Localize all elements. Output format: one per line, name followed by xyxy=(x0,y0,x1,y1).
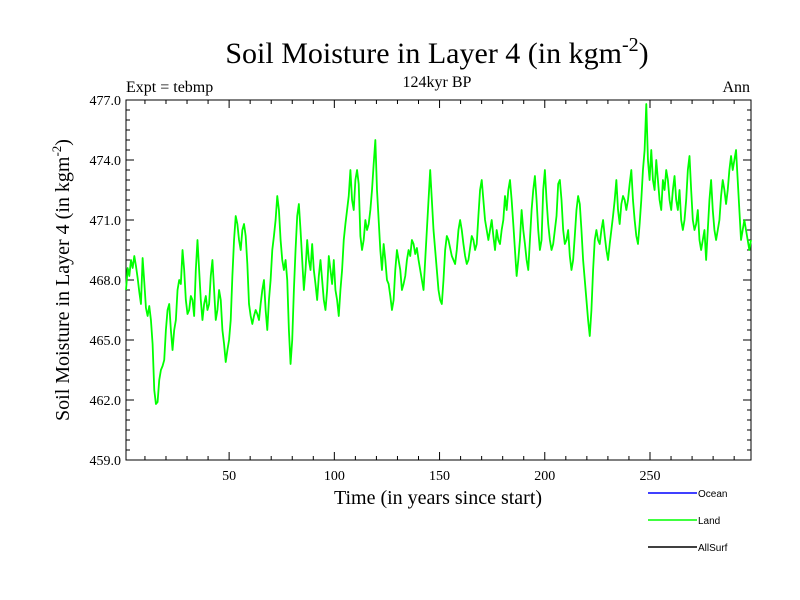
x-axis-label: Time (in years since start) xyxy=(334,487,542,509)
y-tick-label: 459.0 xyxy=(90,454,122,469)
x-tick-label: 150 xyxy=(429,469,450,484)
legend-label-ocean: Ocean xyxy=(698,489,727,500)
chart-title: Soil Moisture in Layer 4 (in kgm-2) xyxy=(225,34,648,70)
season-label: Ann xyxy=(722,79,750,96)
x-tick-label: 100 xyxy=(324,469,345,484)
y-tick-label: 471.0 xyxy=(90,214,122,229)
x-tick-label: 50 xyxy=(222,469,236,484)
legend-label-allsurf: AllSurf xyxy=(698,543,728,554)
x-tick-label: 200 xyxy=(534,469,555,484)
y-axis-ticks: 459.0 462.0 465.0 468.0 471.0 474.0 477.0 xyxy=(90,94,751,469)
y-tick-label: 465.0 xyxy=(90,334,122,349)
y-tick-label: 474.0 xyxy=(90,154,122,169)
x-axis-ticks: 50 100 150 200 250 xyxy=(144,100,735,484)
y-axis-label: Soil Moisture in Layer 4 (in kgm-2) xyxy=(49,139,74,421)
y-tick-label: 477.0 xyxy=(90,94,122,109)
series-line-land xyxy=(125,103,752,405)
experiment-label: Expt = tebmp xyxy=(126,79,213,96)
series-layer xyxy=(125,103,752,405)
y-tick-label: 468.0 xyxy=(90,274,122,289)
chart-subtitle: 124kyr BP xyxy=(403,74,472,91)
y-tick-label: 462.0 xyxy=(90,394,122,409)
x-tick-label: 250 xyxy=(639,469,660,484)
legend: Ocean Land AllSurf xyxy=(648,489,728,554)
legend-label-land: Land xyxy=(698,516,720,527)
